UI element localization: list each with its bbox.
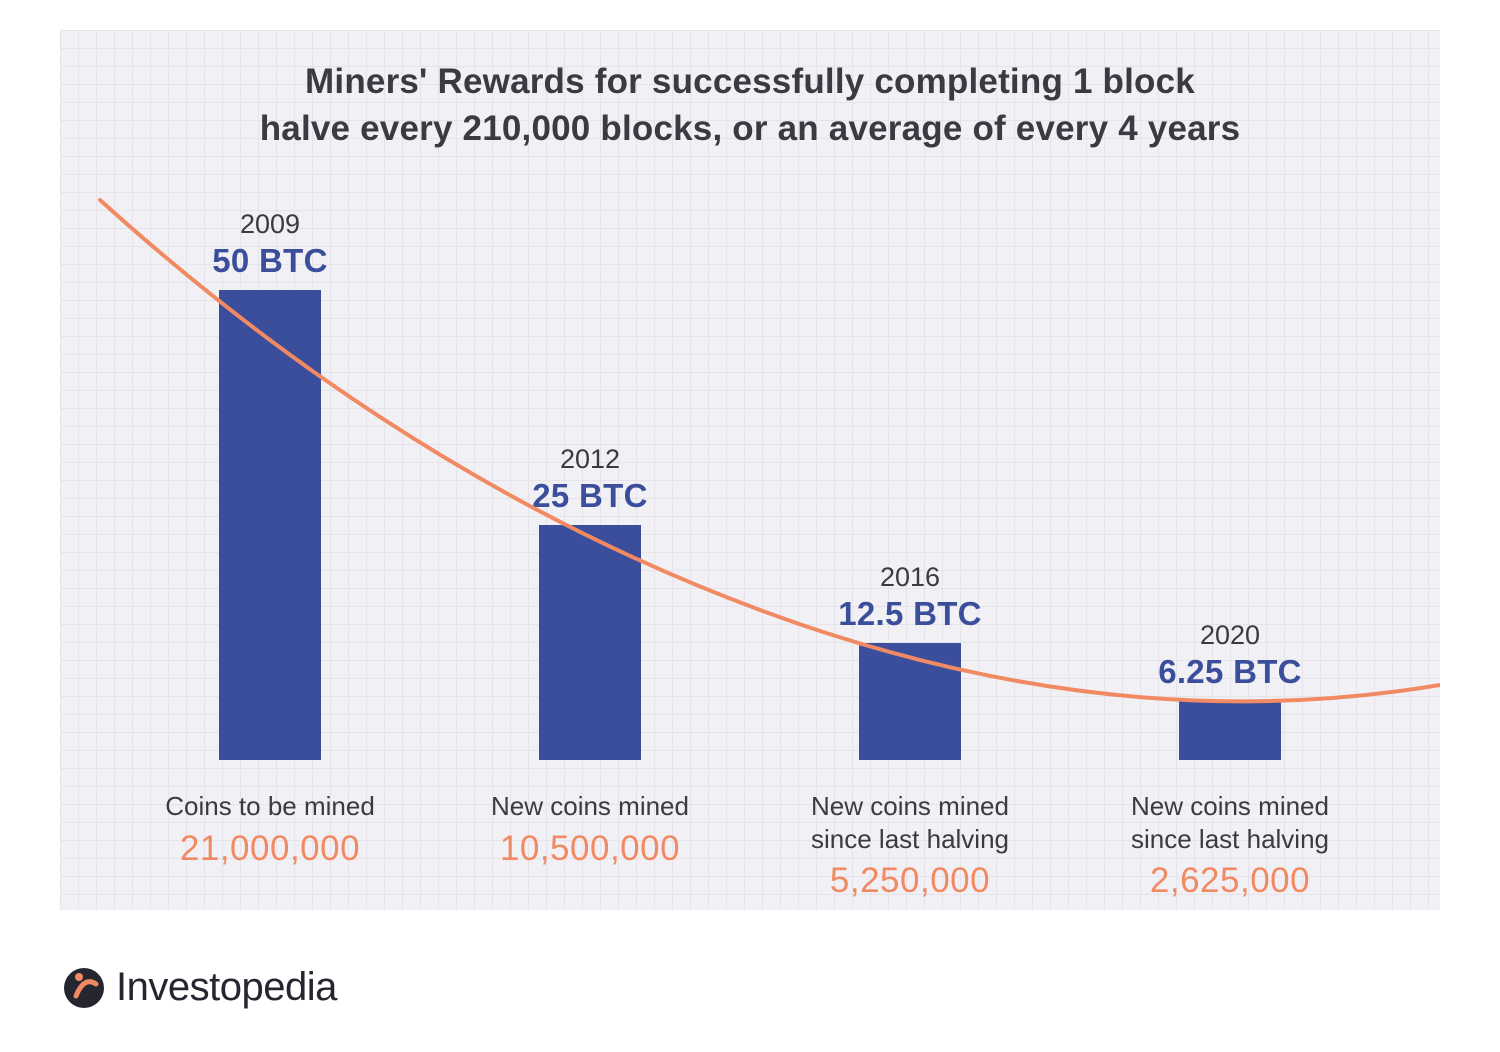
bar-group: 20206.25 BTC xyxy=(1080,180,1380,760)
coins-label: New coins minedsince last halving xyxy=(760,790,1060,855)
bar-year: 2012 xyxy=(440,444,740,475)
coins-label: Coins to be mined xyxy=(120,790,420,823)
bar-group: 201612.5 BTC xyxy=(760,180,1060,760)
coins-label: New coins mined xyxy=(440,790,740,823)
bar-btc-value: 25 BTC xyxy=(440,477,740,515)
bar-top-labels: 201612.5 BTC xyxy=(760,562,1060,633)
title-line-1: Miners' Rewards for successfully complet… xyxy=(305,62,1195,101)
bar-top-labels: 20206.25 BTC xyxy=(1080,620,1380,691)
chart-title: Miners' Rewards for successfully complet… xyxy=(60,58,1440,153)
coins-value: 5,250,000 xyxy=(760,861,1060,901)
bar-chart-area: 200950 BTC 201225 BTC 201612.5 BTC 20206.25… xyxy=(60,180,1440,760)
bar-btc-value: 12.5 BTC xyxy=(760,595,1060,633)
chart-canvas: Miners' Rewards for successfully complet… xyxy=(60,30,1440,910)
coins-group: New coins minedsince last halving 5,250,0… xyxy=(760,790,1060,901)
bar-top-labels: 200950 BTC xyxy=(120,209,420,280)
bar xyxy=(539,525,641,760)
coins-value: 21,000,000 xyxy=(120,829,420,869)
bar-btc-value: 50 BTC xyxy=(120,242,420,280)
bottom-labels-row: Coins to be mined 21,000,000 New coins min… xyxy=(60,790,1440,910)
coins-value: 10,500,000 xyxy=(440,829,740,869)
bar-btc-value: 6.25 BTC xyxy=(1080,653,1380,691)
bar-top-labels: 201225 BTC xyxy=(440,444,740,515)
bar xyxy=(859,643,961,761)
bar-year: 2009 xyxy=(120,209,420,240)
bar-group: 201225 BTC xyxy=(440,180,740,760)
investopedia-logo: Investopedia xyxy=(62,965,337,1010)
bar-year: 2020 xyxy=(1080,620,1380,651)
bar xyxy=(1179,701,1281,760)
bar-group: 200950 BTC xyxy=(120,180,420,760)
coins-group: Coins to be mined 21,000,000 xyxy=(120,790,420,869)
coins-group: New coins minedsince last halving 2,625,0… xyxy=(1080,790,1380,901)
title-line-2: halve every 210,000 blocks, or an averag… xyxy=(260,109,1241,148)
bar-year: 2016 xyxy=(760,562,1060,593)
bar xyxy=(219,290,321,760)
investopedia-logo-text: Investopedia xyxy=(116,965,337,1010)
coins-value: 2,625,000 xyxy=(1080,861,1380,901)
coins-label: New coins minedsince last halving xyxy=(1080,790,1380,855)
coins-group: New coins mined 10,500,000 xyxy=(440,790,740,869)
investopedia-logo-icon xyxy=(62,966,106,1010)
